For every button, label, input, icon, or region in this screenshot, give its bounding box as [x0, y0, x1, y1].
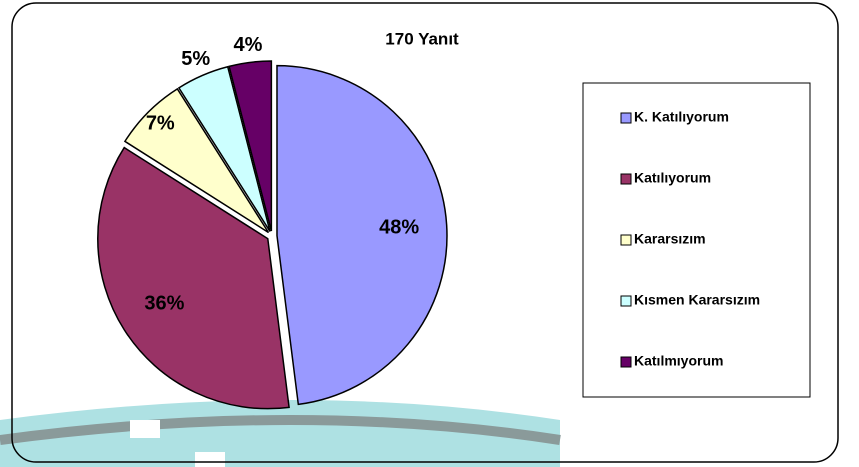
data-label: 48%	[379, 216, 419, 238]
decoration	[0, 400, 560, 467]
pie-slice	[97, 146, 290, 410]
pie-slice	[177, 65, 271, 232]
legend-swatch	[620, 112, 632, 124]
legend-label: Kararsızım	[634, 231, 706, 247]
legend-label: Katılmıyorum	[634, 353, 723, 369]
decoration	[195, 452, 225, 467]
legend-swatch	[620, 173, 632, 185]
decoration	[130, 420, 160, 438]
data-label: 7%	[146, 113, 175, 135]
legend-label: Katılıyorum	[634, 170, 711, 186]
pie-slice	[228, 60, 273, 232]
data-label: 5%	[181, 48, 210, 70]
chart-title: 170 Yanıt	[385, 29, 459, 48]
frame	[11, 2, 839, 463]
decoration	[0, 415, 561, 445]
legend-swatch	[620, 295, 632, 307]
data-label: 36%	[144, 293, 184, 315]
legend-swatch	[620, 356, 632, 368]
legend-label: K. Katılıyorum	[634, 109, 729, 125]
background-decoration	[0, 400, 561, 467]
pie-slice	[123, 87, 270, 234]
legend-swatch	[620, 234, 632, 246]
data-label: 4%	[233, 34, 262, 56]
pie-slice	[276, 64, 448, 406]
legend-label: Kısmen Kararsızım	[634, 292, 760, 308]
